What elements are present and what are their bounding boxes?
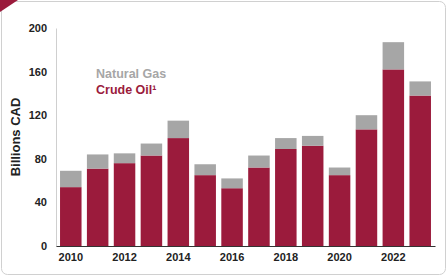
y-tick-mark bbox=[50, 28, 56, 29]
x-tick: 2020 bbox=[327, 246, 351, 263]
bar bbox=[114, 163, 136, 246]
bar bbox=[275, 149, 297, 246]
y-tick: 160 bbox=[29, 66, 56, 78]
y-tick-label: 160 bbox=[29, 66, 47, 78]
y-tick: 0 bbox=[41, 240, 56, 252]
bar bbox=[302, 146, 324, 246]
y-tick-label: 120 bbox=[29, 109, 47, 121]
x-tick-label: 2016 bbox=[220, 251, 244, 263]
x-tick-label: 2020 bbox=[327, 251, 351, 263]
y-tick: 120 bbox=[29, 109, 56, 121]
y-tick-mark bbox=[50, 246, 56, 247]
bar bbox=[383, 42, 405, 69]
y-tick-label: 40 bbox=[35, 196, 47, 208]
y-tick-label: 80 bbox=[35, 153, 47, 165]
x-axis-line bbox=[57, 246, 436, 247]
bar bbox=[221, 178, 243, 188]
x-tick-label: 2014 bbox=[166, 251, 191, 263]
bar bbox=[87, 154, 109, 168]
chart: 0408012016020020102012201420162018202020… bbox=[0, 0, 447, 276]
bar bbox=[87, 169, 109, 246]
y-tick: 80 bbox=[35, 153, 56, 165]
legend-entry: Natural Gas bbox=[96, 67, 166, 81]
bar bbox=[356, 129, 378, 246]
frame bbox=[2, 2, 446, 275]
y-axis: 0 40 80 120 160 200 bbox=[29, 22, 57, 252]
bar bbox=[60, 171, 82, 187]
x-tick: 2012 bbox=[112, 246, 136, 263]
bar bbox=[168, 121, 190, 138]
bar bbox=[194, 175, 216, 246]
bar bbox=[329, 168, 351, 176]
corner-decoration bbox=[0, 0, 18, 12]
x-tick-label: 2022 bbox=[381, 251, 405, 263]
bar bbox=[383, 69, 405, 246]
x-tick-label: 2018 bbox=[274, 251, 298, 263]
y-tick-label: 0 bbox=[41, 240, 47, 252]
y-tick-mark bbox=[50, 72, 56, 73]
plot: 0408012016020020102012201420162018202020… bbox=[29, 22, 436, 263]
bar bbox=[114, 153, 136, 163]
bar bbox=[302, 136, 324, 146]
legend-entry: Crude Oil¹ bbox=[96, 83, 156, 97]
y-tick-mark bbox=[50, 159, 56, 160]
bars bbox=[60, 42, 431, 246]
bar bbox=[356, 115, 378, 129]
bar bbox=[141, 144, 163, 156]
y-tick-mark bbox=[50, 115, 56, 116]
bar bbox=[275, 138, 297, 149]
x-tick: 2010 bbox=[59, 246, 83, 263]
bar bbox=[329, 175, 351, 246]
bar bbox=[248, 156, 270, 168]
x-tick: 2022 bbox=[381, 246, 405, 263]
x-tick-label: 2010 bbox=[59, 251, 83, 263]
x-tick: 2014 bbox=[166, 246, 191, 263]
y-tick: 40 bbox=[35, 196, 56, 208]
bar bbox=[194, 164, 216, 175]
bar bbox=[409, 81, 431, 95]
bar bbox=[60, 187, 82, 246]
x-tick-label: 2012 bbox=[112, 251, 136, 263]
y-axis-line bbox=[56, 29, 57, 247]
x-tick: 2018 bbox=[274, 246, 298, 263]
y-tick: 200 bbox=[29, 22, 56, 34]
bar bbox=[409, 96, 431, 246]
bar bbox=[141, 156, 163, 246]
bar bbox=[168, 138, 190, 246]
y-axis-title: Billions CAD bbox=[8, 98, 23, 177]
bar bbox=[248, 168, 270, 246]
x-tick: 2016 bbox=[220, 246, 244, 263]
bar bbox=[221, 188, 243, 246]
legend: Natural Gas Crude Oil¹ bbox=[96, 67, 166, 97]
x-axis: 2010 2012 2014 2016 2018 2020 2022 bbox=[57, 246, 436, 263]
y-tick-label: 200 bbox=[29, 22, 47, 34]
y-tick-mark bbox=[50, 202, 56, 203]
